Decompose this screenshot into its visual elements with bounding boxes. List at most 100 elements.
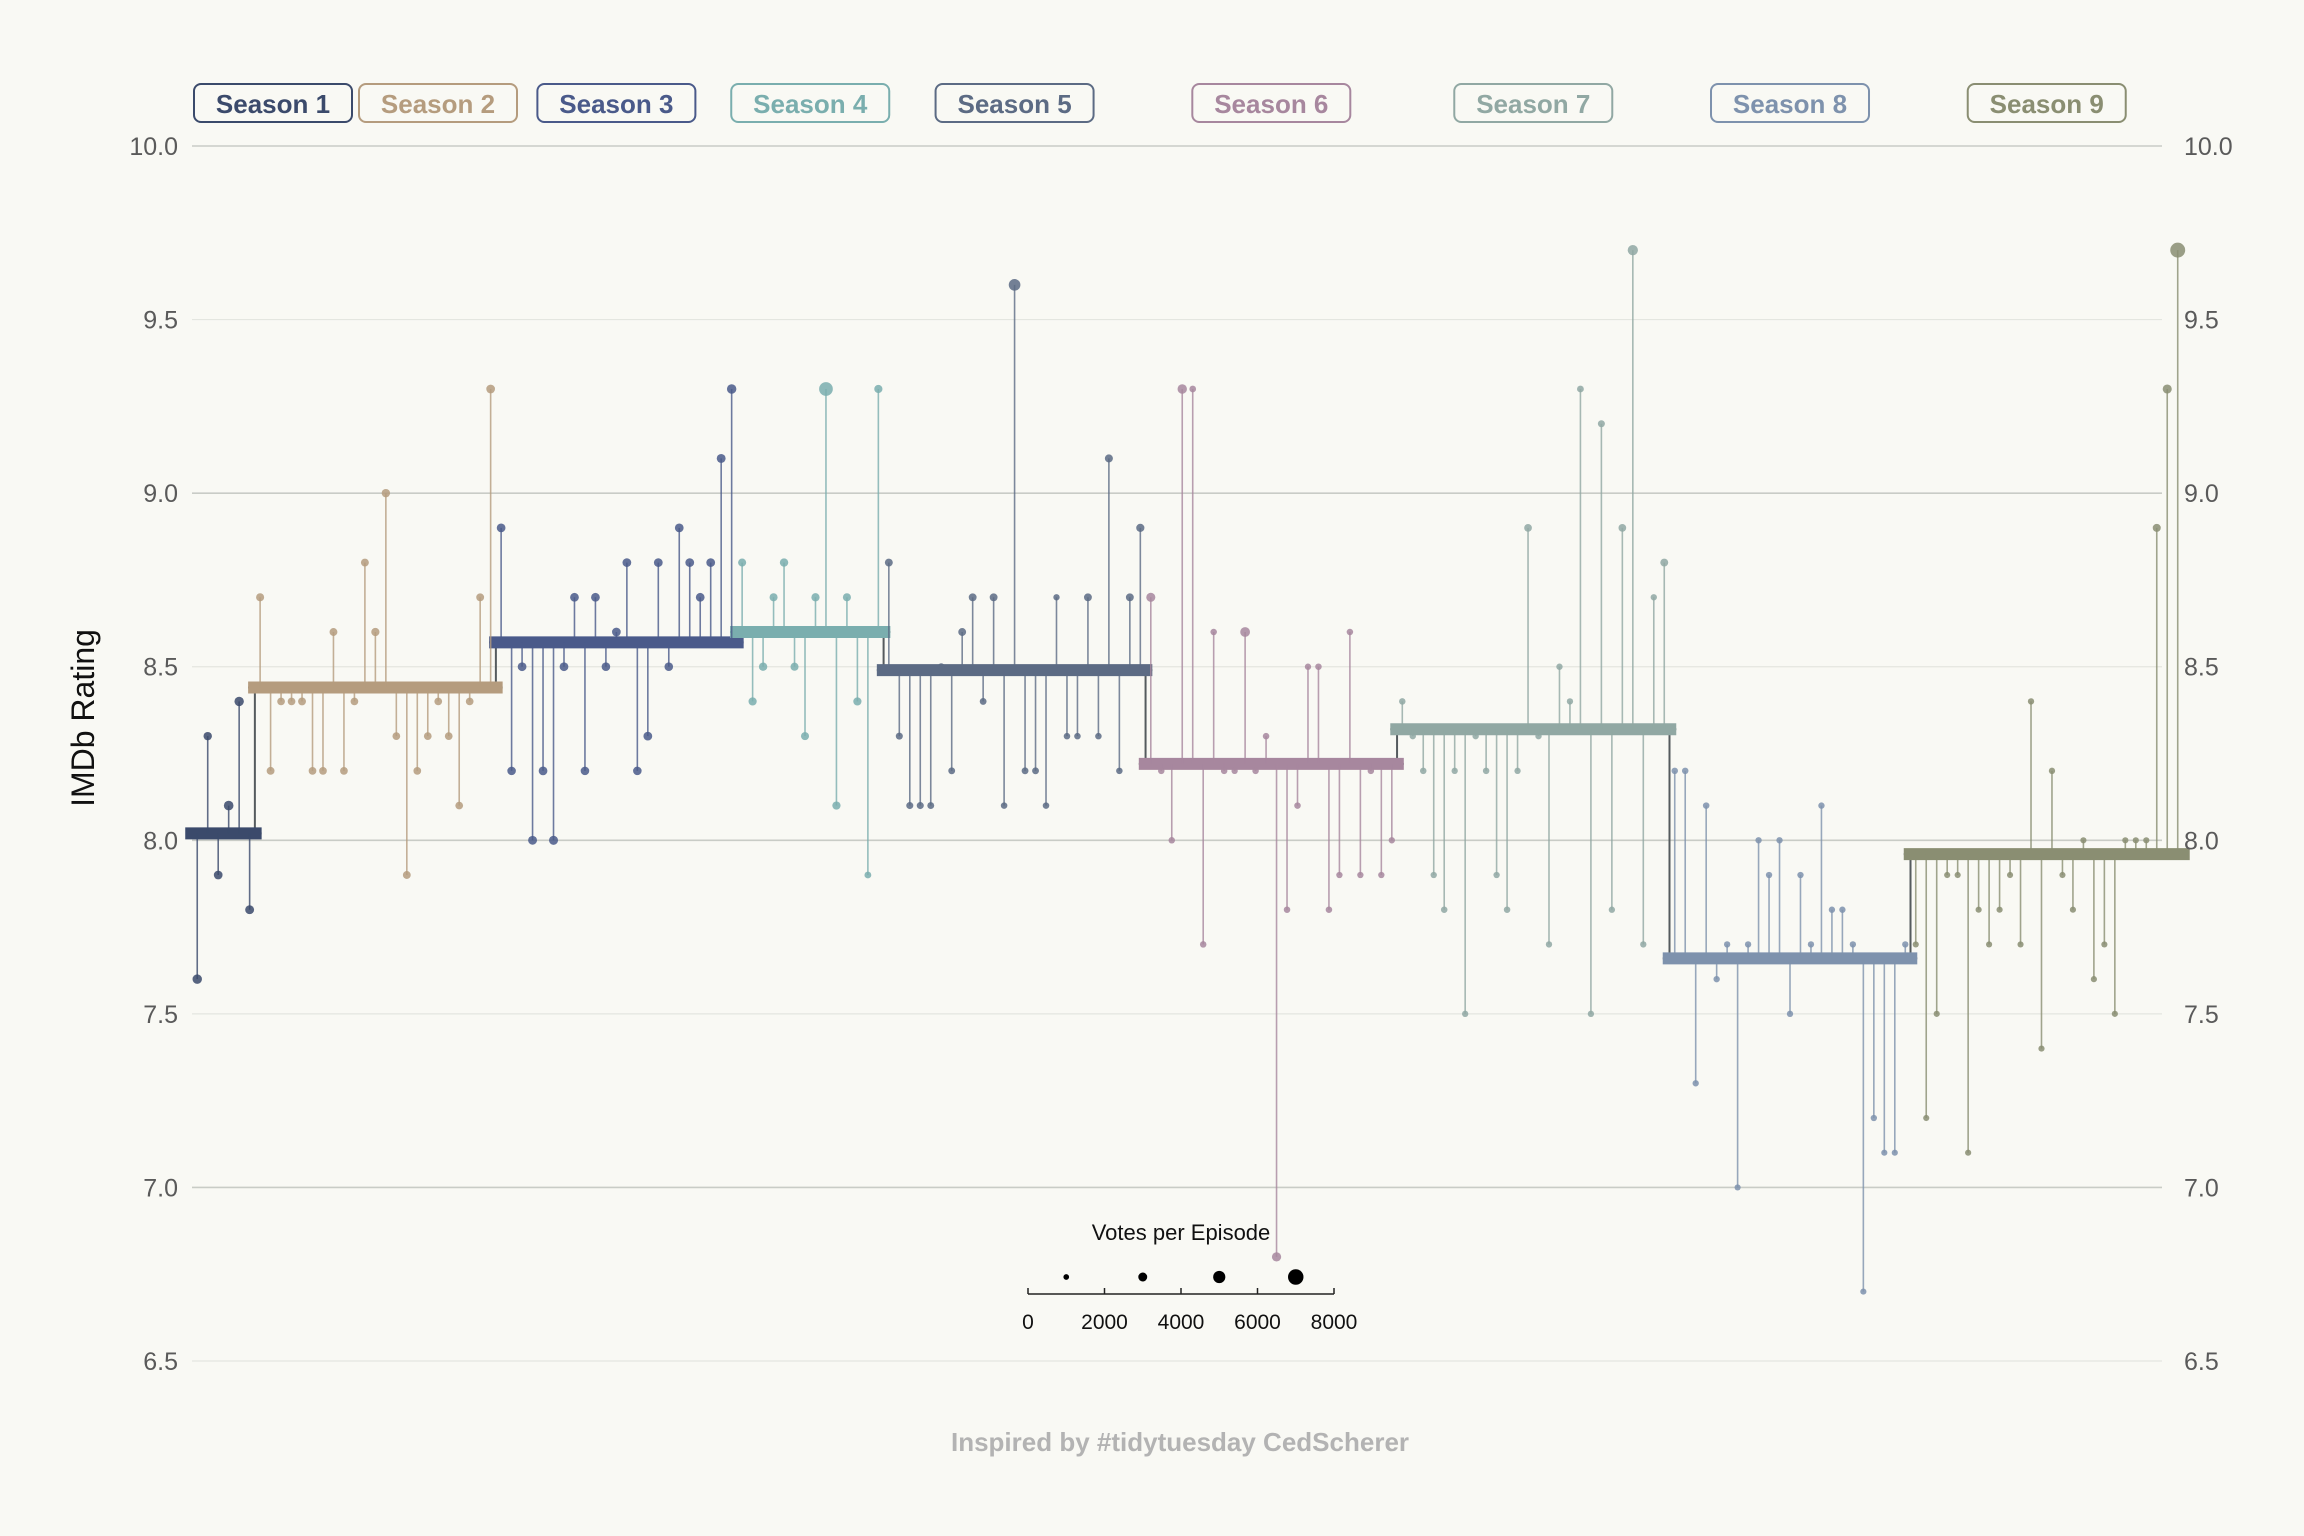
season-label-text: Season 1 xyxy=(216,89,330,119)
episode-point xyxy=(245,905,255,915)
episode-point xyxy=(213,870,223,880)
episode-point xyxy=(1839,906,1846,913)
episode-point xyxy=(402,871,411,879)
episode-point xyxy=(748,697,757,706)
episode-point xyxy=(2048,767,2056,775)
y-tick-label-left: 7.5 xyxy=(143,1001,178,1029)
legend-tick-label: 2000 xyxy=(1081,1311,1128,1334)
episode-point xyxy=(1199,941,1207,948)
episode-point xyxy=(1240,627,1250,637)
season-label-text: Season 3 xyxy=(559,89,673,119)
y-tick-label-right: 10.0 xyxy=(2184,133,2233,161)
season-label-text: Season 2 xyxy=(381,89,495,119)
episode-point xyxy=(528,835,538,845)
y-tick-label-right: 7.5 xyxy=(2184,1001,2219,1029)
episode-point xyxy=(507,766,516,776)
episode-point xyxy=(1409,732,1416,740)
episode-point xyxy=(1357,871,1364,879)
episode-point xyxy=(811,593,820,602)
episode-point xyxy=(779,558,789,567)
episode-point xyxy=(1587,1010,1595,1018)
season-label-box xyxy=(1453,83,1614,123)
episode-point xyxy=(2069,906,2077,913)
episode-point xyxy=(308,767,317,775)
episode-point xyxy=(853,697,862,706)
y-tick-label-right: 9.5 xyxy=(2184,307,2219,335)
y-axis-title: IMDb Rating xyxy=(65,629,101,807)
y-tick-label-right: 8.5 xyxy=(2184,654,2219,682)
episode-point xyxy=(1440,906,1448,913)
episode-point xyxy=(674,523,684,533)
episode-point xyxy=(1702,802,1710,809)
episode-point xyxy=(916,802,924,810)
episode-point xyxy=(465,697,474,706)
season-label-4: Season 4 xyxy=(730,83,891,123)
episode-point xyxy=(1252,767,1259,775)
season-label-text: Season 4 xyxy=(753,89,868,119)
episode-point xyxy=(2143,837,2150,844)
season-label-box xyxy=(358,83,518,123)
episode-point xyxy=(1514,767,1521,775)
episode-point xyxy=(895,732,903,740)
episode-point xyxy=(1008,279,1021,291)
episode-point xyxy=(1189,385,1197,393)
legend-tick-label: 4000 xyxy=(1158,1311,1205,1334)
episode-point xyxy=(1032,767,1039,775)
episode-point xyxy=(1283,906,1291,913)
episode-point xyxy=(444,732,453,741)
y-tick-label-left: 8.0 xyxy=(143,827,178,855)
episode-point xyxy=(203,731,212,741)
episode-point xyxy=(1158,767,1165,775)
episode-point xyxy=(716,453,726,463)
season-trend xyxy=(185,626,2190,965)
episode-point xyxy=(1535,732,1542,740)
episode-point xyxy=(1734,1184,1741,1191)
episode-point xyxy=(1083,593,1092,602)
episode-point xyxy=(1461,1010,1469,1018)
episode-point xyxy=(612,627,621,637)
legend-point xyxy=(1063,1274,1070,1280)
episode-point xyxy=(517,662,527,672)
episode-point xyxy=(790,662,799,671)
episode-point xyxy=(1304,663,1312,670)
episode-point xyxy=(1713,975,1720,983)
episode-point xyxy=(1923,1114,1930,1122)
episode-point xyxy=(434,697,443,706)
episode-point xyxy=(927,802,935,809)
y-axis: 6.5 6.5 7.0 7.0 7.5 7.5 8.0 8.0 8.5 8.5 9.0 9.0 9.5 9… xyxy=(129,133,2232,1376)
episode-point xyxy=(1618,524,1627,532)
season-label-5: Season 5 xyxy=(934,83,1095,123)
episode-point xyxy=(622,558,632,567)
episode-point xyxy=(1095,732,1102,740)
legend-tick-label: 0 xyxy=(1022,1311,1034,1334)
y-tick-label-left: 9.5 xyxy=(143,307,178,335)
episode-point xyxy=(1692,1080,1699,1087)
episode-point xyxy=(1881,1149,1888,1156)
episode-point xyxy=(958,628,967,636)
episode-point xyxy=(1262,732,1270,740)
episode-point xyxy=(1000,802,1008,809)
episode-point xyxy=(664,662,674,671)
episode-point xyxy=(1074,732,1081,740)
legend-point xyxy=(1138,1272,1148,1282)
episode-point xyxy=(192,974,202,984)
episode-point xyxy=(570,592,579,602)
episode-point xyxy=(2017,941,2024,948)
episode-point xyxy=(319,767,327,775)
episode-point xyxy=(1776,837,1783,844)
legend-title: Votes per Episode xyxy=(1092,1220,1271,1245)
episode-point xyxy=(874,384,883,394)
episode-point xyxy=(1220,767,1228,775)
episode-point xyxy=(287,697,296,706)
episode-point xyxy=(548,835,559,845)
episode-point xyxy=(2152,523,2161,532)
season-label-box xyxy=(536,83,697,123)
season-label-box xyxy=(193,83,353,123)
episode-point xyxy=(819,382,833,396)
episode-point xyxy=(298,697,306,706)
episode-point xyxy=(1294,802,1301,809)
episode-point xyxy=(1577,385,1584,393)
episode-point xyxy=(496,523,506,533)
episode-point xyxy=(1378,871,1385,879)
season-label-6: Season 6 xyxy=(1191,83,1352,123)
